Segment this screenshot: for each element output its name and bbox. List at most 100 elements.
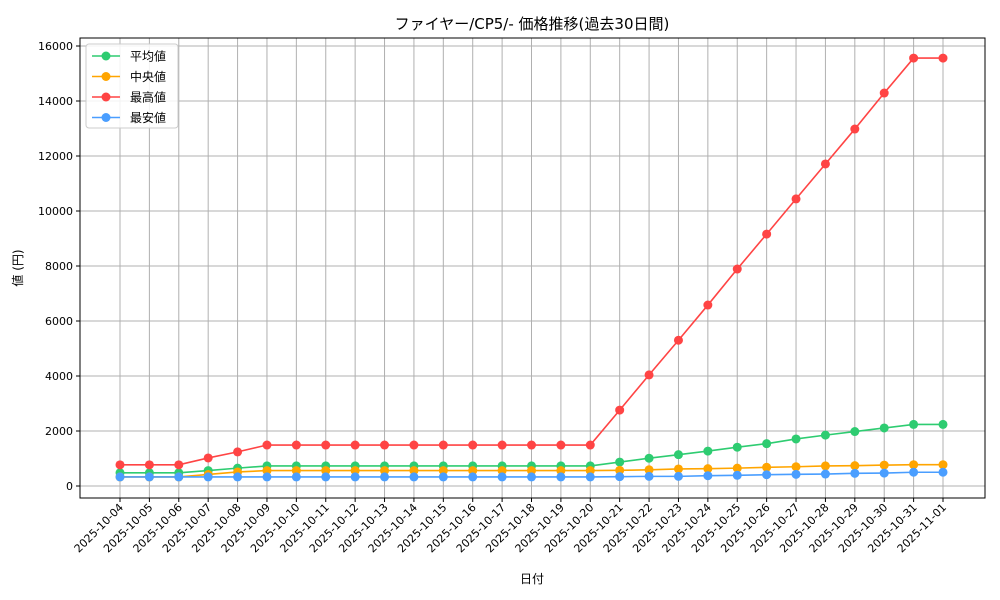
data-point [732, 463, 742, 473]
data-point [879, 423, 889, 433]
data-point [879, 88, 889, 98]
data-point [703, 464, 713, 474]
data-point [909, 419, 919, 429]
data-point [291, 440, 301, 450]
y-tick-label: 16000 [38, 40, 73, 53]
data-point [615, 472, 625, 482]
data-point [527, 440, 536, 450]
data-point [350, 472, 360, 482]
data-point [380, 466, 390, 476]
data-point [203, 472, 213, 482]
data-point [585, 440, 595, 450]
data-point [497, 440, 507, 450]
data-point [703, 300, 713, 310]
data-point [909, 53, 919, 63]
data-point [673, 335, 683, 345]
data-point [732, 264, 742, 274]
data-point [262, 440, 272, 450]
data-point [585, 466, 595, 476]
legend-label: 最高値 [130, 90, 166, 105]
y-tick-label: 12000 [38, 150, 73, 163]
data-point [703, 471, 713, 481]
data-point [762, 462, 772, 472]
y-axis-label: 値 (円) [10, 249, 25, 286]
legend-label: 平均値 [130, 49, 166, 64]
data-point [438, 472, 448, 482]
y-tick-label: 6000 [45, 315, 73, 328]
data-point [762, 470, 772, 480]
data-point [820, 159, 830, 169]
data-point [409, 440, 419, 450]
y-tick-label: 0 [66, 480, 73, 493]
data-point [938, 467, 948, 477]
data-point [850, 427, 860, 437]
data-point [468, 466, 478, 476]
data-point [938, 460, 948, 470]
data-point [673, 464, 683, 474]
data-point [791, 434, 801, 444]
data-point [497, 466, 507, 476]
data-point [644, 370, 654, 380]
data-point [321, 440, 331, 450]
data-point [585, 472, 595, 482]
data-point [291, 472, 301, 482]
data-point [644, 453, 654, 463]
data-point [556, 440, 566, 450]
data-point [820, 430, 830, 440]
chart-title: ファイヤー/CP5/- 価格推移(過去30日間) [395, 15, 670, 33]
data-point [291, 466, 301, 476]
data-point [350, 440, 360, 450]
data-point [791, 462, 801, 472]
data-point [909, 460, 919, 470]
data-point [791, 469, 801, 479]
data-point [879, 468, 889, 478]
data-point [615, 405, 625, 415]
legend-box [85, 43, 179, 129]
data-point [527, 466, 536, 476]
data-point [762, 229, 772, 239]
data-point [909, 467, 919, 477]
y-tick-label: 2000 [45, 425, 73, 438]
data-point [438, 440, 448, 450]
data-point [850, 468, 860, 478]
data-point [938, 53, 948, 63]
data-point [233, 472, 243, 482]
data-point [497, 472, 507, 482]
data-point [380, 440, 390, 450]
data-point [468, 472, 478, 482]
data-point [233, 447, 243, 457]
legend-label: 最安値 [130, 110, 166, 125]
data-point [703, 446, 713, 456]
data-point [174, 460, 184, 470]
data-point [850, 124, 860, 134]
data-point [144, 472, 154, 482]
data-point [644, 465, 654, 475]
legend-marker [101, 51, 111, 61]
data-point [673, 450, 683, 460]
data-point [174, 472, 184, 482]
data-point [409, 472, 419, 482]
data-point [203, 453, 213, 463]
data-point [673, 471, 683, 481]
data-point [380, 472, 390, 482]
data-point [262, 472, 272, 482]
legend-marker [101, 92, 111, 102]
grid [80, 38, 985, 498]
legend-marker [101, 72, 111, 81]
legend-label: 中央値 [130, 69, 166, 84]
data-point [850, 461, 860, 471]
data-point [615, 457, 625, 467]
legend-marker [101, 113, 111, 122]
data-point [556, 466, 566, 476]
data-point [644, 471, 654, 481]
data-point [115, 460, 125, 470]
data-point [820, 469, 830, 479]
data-point [321, 472, 331, 482]
data-point [615, 465, 625, 475]
data-point [144, 460, 154, 470]
data-point [762, 439, 772, 449]
data-point [938, 419, 948, 429]
y-tick-label: 8000 [45, 260, 73, 273]
data-point [732, 442, 742, 452]
